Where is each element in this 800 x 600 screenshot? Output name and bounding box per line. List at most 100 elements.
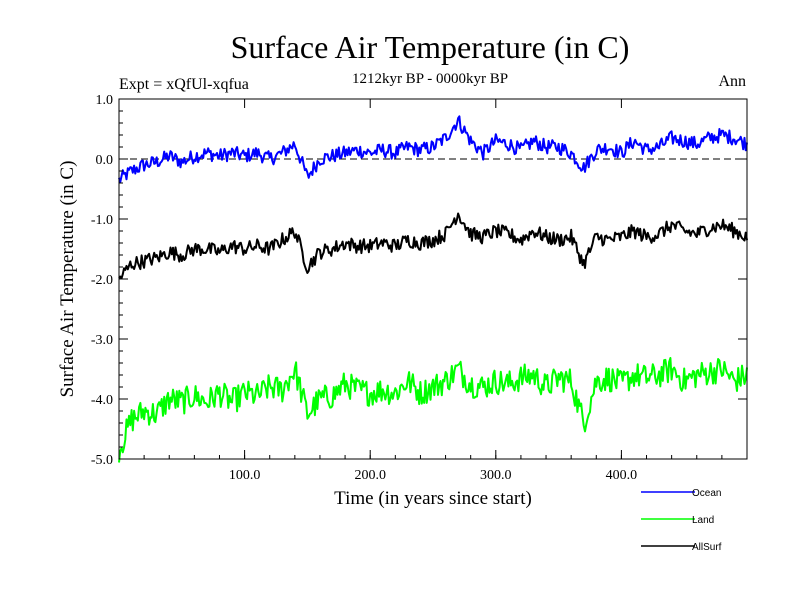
y-tick-label: -4.0 [91, 393, 113, 408]
data-point-allsurf [709, 227, 711, 229]
data-point-land [558, 377, 560, 379]
data-point-ocean [683, 140, 685, 142]
data-point-allsurf [344, 242, 346, 244]
data-point-ocean [696, 143, 698, 145]
data-point-allsurf [721, 224, 723, 226]
data-point-allsurf [369, 245, 371, 247]
x-tick-label: 400.0 [606, 468, 638, 483]
y-tick-label: 0.0 [96, 153, 114, 168]
data-point-ocean [357, 149, 359, 151]
legend-label-allsurf: AllSurf [692, 542, 722, 553]
data-point-ocean [646, 149, 648, 151]
data-point-ocean [344, 152, 346, 154]
data-point-ocean [671, 137, 673, 139]
data-point-ocean [445, 137, 447, 139]
data-point-allsurf [319, 251, 321, 253]
series-allsurf [118, 212, 748, 280]
data-point-allsurf [646, 236, 648, 238]
data-point-land [294, 368, 296, 370]
data-point-ocean [244, 155, 246, 157]
data-point-ocean [420, 149, 422, 151]
data-point-allsurf [219, 251, 221, 253]
data-point-ocean [143, 164, 145, 166]
data-point-land [181, 401, 183, 403]
data-point-land [671, 368, 673, 370]
data-point-land [256, 395, 258, 397]
y-axis-label: Surface Air Temperature (in C) [57, 161, 78, 398]
data-point-allsurf [168, 251, 170, 253]
data-point-ocean [219, 155, 221, 157]
data-point-land [583, 422, 585, 424]
data-point-allsurf [445, 233, 447, 235]
data-point-allsurf [495, 230, 497, 232]
data-point-allsurf [533, 230, 535, 232]
data-point-ocean [621, 152, 623, 154]
data-point-ocean [721, 134, 723, 136]
series-ocean [118, 115, 748, 183]
data-point-land [281, 389, 283, 391]
data-point-allsurf [482, 236, 484, 238]
data-point-ocean [407, 146, 409, 148]
data-point-land [143, 410, 145, 412]
data-point-land [696, 374, 698, 376]
data-point-allsurf [194, 248, 196, 250]
x-axis-label: Time (in years since start) [334, 488, 532, 509]
data-point-allsurf [608, 239, 610, 241]
data-point-allsurf [470, 233, 472, 235]
data-point-land [382, 389, 384, 391]
data-point-ocean [608, 146, 610, 148]
data-point-land [683, 380, 685, 382]
data-point-land [206, 401, 208, 403]
data-point-land [482, 386, 484, 388]
data-point-ocean [332, 155, 334, 157]
data-point-allsurf [357, 245, 359, 247]
data-point-allsurf [734, 230, 736, 232]
series-line-ocean [118, 115, 748, 183]
x-tick-label: 300.0 [480, 468, 512, 483]
season-label: Ann [718, 73, 746, 90]
data-point-allsurf [558, 239, 560, 241]
data-point-land [734, 380, 736, 382]
data-point-ocean [520, 149, 522, 151]
data-point-land [369, 392, 371, 394]
data-point-ocean [156, 161, 158, 163]
data-point-land [595, 380, 597, 382]
series-land [118, 357, 748, 463]
data-point-land [646, 377, 648, 379]
y-tick-label: -5.0 [91, 453, 113, 468]
data-point-land [709, 371, 711, 373]
data-point-allsurf [231, 245, 233, 247]
data-point-land [407, 380, 409, 382]
data-point-ocean [570, 152, 572, 154]
data-point-land [608, 377, 610, 379]
data-point-allsurf [457, 212, 459, 214]
data-point-land [420, 392, 422, 394]
data-point-land [495, 380, 497, 382]
data-point-ocean [658, 146, 660, 148]
data-point-land [131, 419, 133, 421]
data-point-ocean [457, 119, 459, 121]
legend: Ocean Land AllSurf [641, 488, 722, 553]
data-point-land [621, 383, 623, 385]
data-point-land [432, 386, 434, 388]
data-point-allsurf [683, 230, 685, 232]
data-point-land [307, 413, 309, 415]
data-point-ocean [432, 146, 434, 148]
data-point-allsurf [696, 233, 698, 235]
data-point-allsurf [520, 239, 522, 241]
data-point-allsurf [294, 230, 296, 232]
data-point-ocean [395, 152, 397, 154]
data-point-ocean [558, 146, 560, 148]
y-tick-label: -3.0 [91, 333, 113, 348]
data-point-ocean [482, 152, 484, 154]
data-point-land [168, 398, 170, 400]
data-point-ocean [294, 143, 296, 145]
data-point-allsurf [658, 233, 660, 235]
data-point-ocean [470, 140, 472, 142]
series-line-allsurf [118, 212, 748, 280]
data-point-ocean [131, 170, 133, 172]
data-point-ocean [545, 146, 547, 148]
data-point-land [457, 368, 459, 370]
data-point-allsurf [595, 236, 597, 238]
data-point-land [545, 386, 547, 388]
